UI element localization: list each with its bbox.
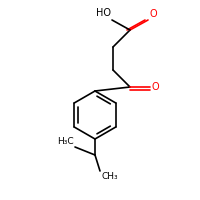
Text: O: O xyxy=(149,9,157,19)
Text: HO: HO xyxy=(96,8,111,18)
Text: H₃C: H₃C xyxy=(57,137,74,146)
Text: CH₃: CH₃ xyxy=(101,172,118,181)
Text: O: O xyxy=(152,82,160,92)
